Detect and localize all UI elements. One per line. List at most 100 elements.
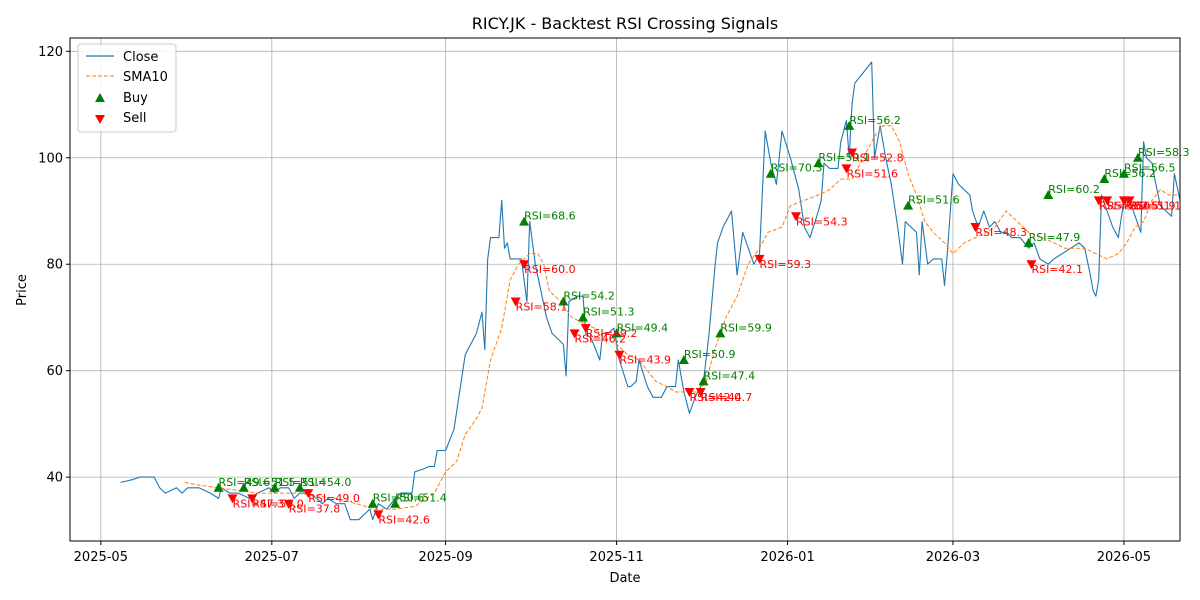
buy-signal-marker [1043,190,1054,200]
x-tick-label: 2025-09 [418,550,472,565]
x-axis-label: Date [609,571,640,586]
sell-signal-label: RSI=52.8 [852,151,904,164]
sma10-series-line [184,125,1178,510]
sell-signal-marker [303,489,314,499]
buy-signal-label: RSI=54.2 [563,289,615,302]
sell-signal-label: RSI=44.7 [701,391,753,404]
x-tick-label: 2025-07 [245,550,299,565]
legend-sell-marker [95,115,105,124]
buy-signal-label: RSI=50.6 [373,492,425,505]
buy-signal-marker [238,482,249,492]
grid [70,38,1180,541]
buy-signal-label: RSI=56.2 [849,114,901,127]
sell-signal-label: RSI=60.0 [524,263,576,276]
buy-signal-marker [698,376,709,386]
buy-signal-label: RSI=47.4 [703,369,755,382]
sell-signal-marker [695,387,706,397]
buy-signal-label: RSI=51.6 [908,194,960,207]
buy-signal-label: RSI=56.5 [1124,162,1176,175]
buy-signal-label: RSI=51.4 [275,476,327,489]
sell-signal-marker [847,148,858,158]
y-axis-label: Price [15,274,30,306]
buy-signal-label: RSI=54.0 [300,476,352,489]
y-tick-label: 100 [38,151,63,166]
buy-signal-marker [390,498,401,508]
sell-signal-label: RSI=52.0 [1099,199,1151,212]
buy-signal-marker [519,216,530,226]
y-tick-label: 80 [46,258,63,273]
sell-signal-label: RSI=58.1 [516,300,568,313]
sell-signal-label: RSI=52.5 [1107,199,1159,212]
buy-signal-marker [213,482,224,492]
buy-signal-marker [678,355,689,365]
legend-sell-label: Sell [123,111,146,126]
legend-close-label: Close [123,50,158,65]
x-tick-label: 2025-11 [589,550,643,565]
buy-signal-label: RSI=70.3 [771,162,823,175]
sell-signal-label: RSI=42.0 [689,391,741,404]
sell-signal-marker [1102,196,1113,206]
sell-signal-marker [754,254,765,264]
legend-sma-label: SMA10 [123,70,168,85]
buy-signal-marker [844,120,855,130]
sell-signal-marker [510,297,521,307]
buy-signal-label: RSI=59.9 [720,321,772,334]
buy-signal-marker [1118,168,1129,178]
buy-signal-marker [294,482,305,492]
sell-signal-marker [580,324,591,334]
sell-signal-label: RSI=49.0 [308,492,360,505]
buy-signal-label: RSI=49.6 [219,476,271,489]
sell-signal-label: RSI=54.3 [796,215,848,228]
sell-signal-marker [614,350,625,360]
buy-signal-marker [1023,237,1034,247]
sell-signal-label: RSI=48.3 [975,226,1027,239]
sell-signal-marker [1093,196,1104,206]
buy-signal-marker [269,482,280,492]
buy-signal-marker [765,168,776,178]
buy-signal-label: RSI=56.2 [1104,167,1156,180]
legend: Close SMA10 Buy Sell [77,43,177,133]
sell-signal-marker [373,510,384,520]
buy-signal-marker [558,296,569,306]
sell-signal-marker [684,387,695,397]
sell-signal-marker [569,329,580,339]
y-tick-label: 120 [38,45,63,60]
sell-signal-label: RSI=49.2 [586,327,638,340]
buy-signal-marker [813,158,824,168]
chart-title: RICY.JK - Backtest RSI Crossing Signals [472,14,778,33]
buy-signal-label: RSI=51.5 [244,476,296,489]
sell-signal-marker [227,494,238,504]
sell-signal-label: RSI=42.6 [378,513,430,526]
buy-signal-label: RSI=58.3 [1138,146,1190,159]
buy-signal-marker [367,498,378,508]
buy-signal-label: RSI=47.9 [1029,231,1081,244]
x-tick-label: 2026-05 [1097,550,1151,565]
sell-signal-label: RSI=59.3 [760,258,812,271]
y-tick-label: 40 [46,471,63,486]
buy-signal-marker [577,312,588,322]
buy-signal-label: RSI=51.4 [395,492,447,505]
sell-signal-label: RSI=47.3 [233,497,285,510]
sell-signal-marker [519,260,530,270]
sell-signal-label: RSI=43.9 [619,354,671,367]
buy-signal-marker [715,328,726,338]
sell-signal-marker [1026,260,1037,270]
buy-signal-label: RSI=50.9 [684,348,736,361]
sell-signal-label: RSI=51.6 [846,167,898,180]
legend-buy-marker [95,93,105,102]
buy-signal-label: RSI=68.6 [524,210,576,223]
sell-signal-marker [283,499,294,509]
sell-signal-marker [790,212,801,222]
x-tick-label: 2026-03 [926,550,980,565]
buy-signal-marker [1132,152,1143,162]
sell-signal-label: RSI=42.1 [1031,263,1083,276]
sell-signal-marker [1124,196,1135,206]
sell-signal-label: RSI=46.2 [575,332,627,345]
legend-buy-label: Buy [123,91,148,106]
buy-signal-label: RSI=49.4 [617,321,669,334]
buy-signal-marker [903,200,914,210]
sell-signal-marker [841,164,852,174]
y-axis-ticks: 40 60 80 100 120 [38,45,70,486]
close-series-line [120,61,1181,521]
